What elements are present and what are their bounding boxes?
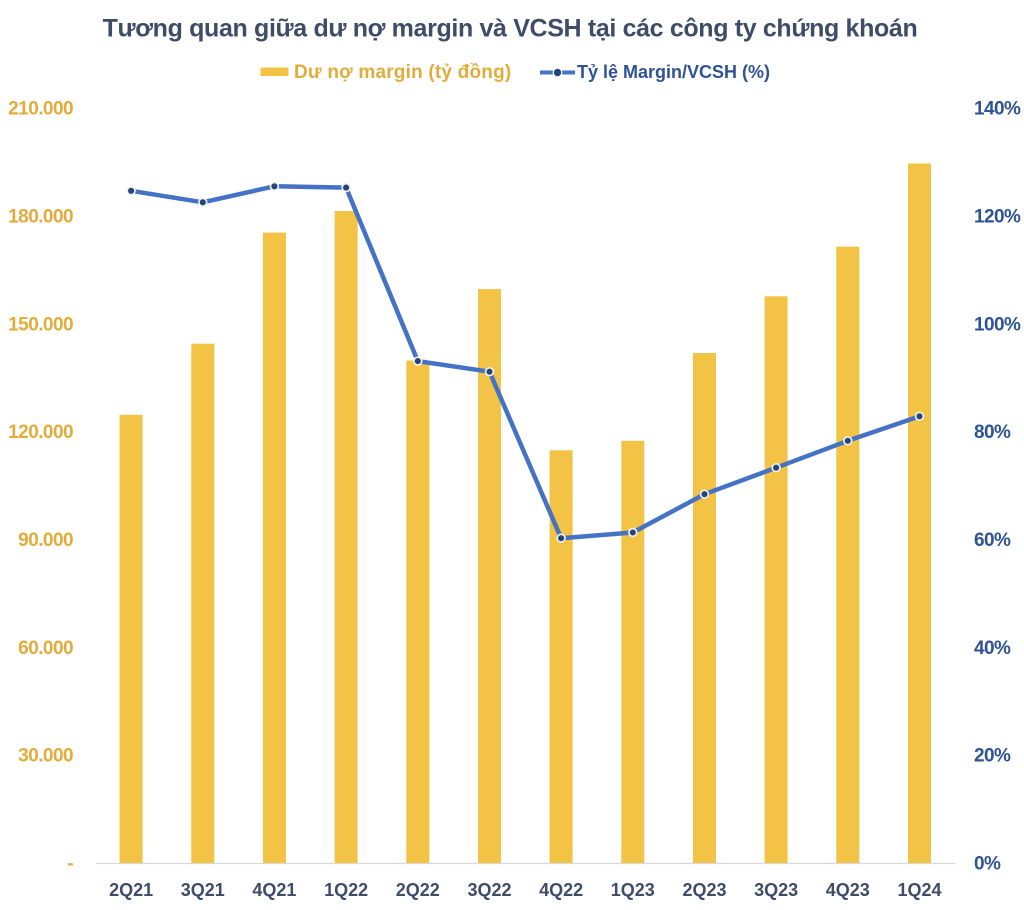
svg-text:2Q21: 2Q21 — [109, 880, 153, 900]
svg-text:80%: 80% — [974, 422, 1011, 443]
svg-text:210.000: 210.000 — [8, 99, 73, 120]
svg-text:30.000: 30.000 — [18, 746, 73, 767]
svg-text:40%: 40% — [974, 638, 1011, 659]
svg-text:20%: 20% — [974, 746, 1011, 767]
svg-text:Dư nợ margin (tỷ đồng): Dư nợ margin (tỷ đồng) — [294, 62, 511, 83]
svg-text:4Q23: 4Q23 — [826, 880, 870, 900]
svg-text:90.000: 90.000 — [18, 530, 73, 551]
svg-text:1Q24: 1Q24 — [897, 880, 941, 900]
svg-text:150.000: 150.000 — [8, 314, 73, 335]
svg-text:1Q22: 1Q22 — [324, 880, 368, 900]
svg-text:60%: 60% — [974, 530, 1011, 551]
svg-text:60.000: 60.000 — [18, 638, 73, 659]
svg-text:120.000: 120.000 — [8, 422, 73, 443]
svg-text:3Q22: 3Q22 — [467, 880, 511, 900]
svg-text:Tỷ lệ Margin/VCSH (%): Tỷ lệ Margin/VCSH (%) — [577, 62, 770, 82]
svg-text:2Q22: 2Q22 — [396, 880, 440, 900]
svg-text:-: - — [67, 854, 73, 875]
svg-text:4Q22: 4Q22 — [539, 880, 583, 900]
svg-text:140%: 140% — [974, 99, 1021, 120]
svg-text:120%: 120% — [974, 207, 1021, 228]
svg-text:3Q21: 3Q21 — [181, 880, 225, 900]
svg-text:Tương quan giữa dư nợ margin v: Tương quan giữa dư nợ margin và VCSH tại… — [103, 14, 918, 42]
svg-text:0%: 0% — [974, 854, 1001, 875]
svg-text:2Q23: 2Q23 — [682, 880, 726, 900]
svg-text:100%: 100% — [974, 314, 1021, 335]
svg-text:180.000: 180.000 — [8, 207, 73, 228]
svg-text:3Q23: 3Q23 — [754, 880, 798, 900]
svg-text:4Q21: 4Q21 — [252, 880, 296, 900]
svg-text:1Q23: 1Q23 — [611, 880, 655, 900]
